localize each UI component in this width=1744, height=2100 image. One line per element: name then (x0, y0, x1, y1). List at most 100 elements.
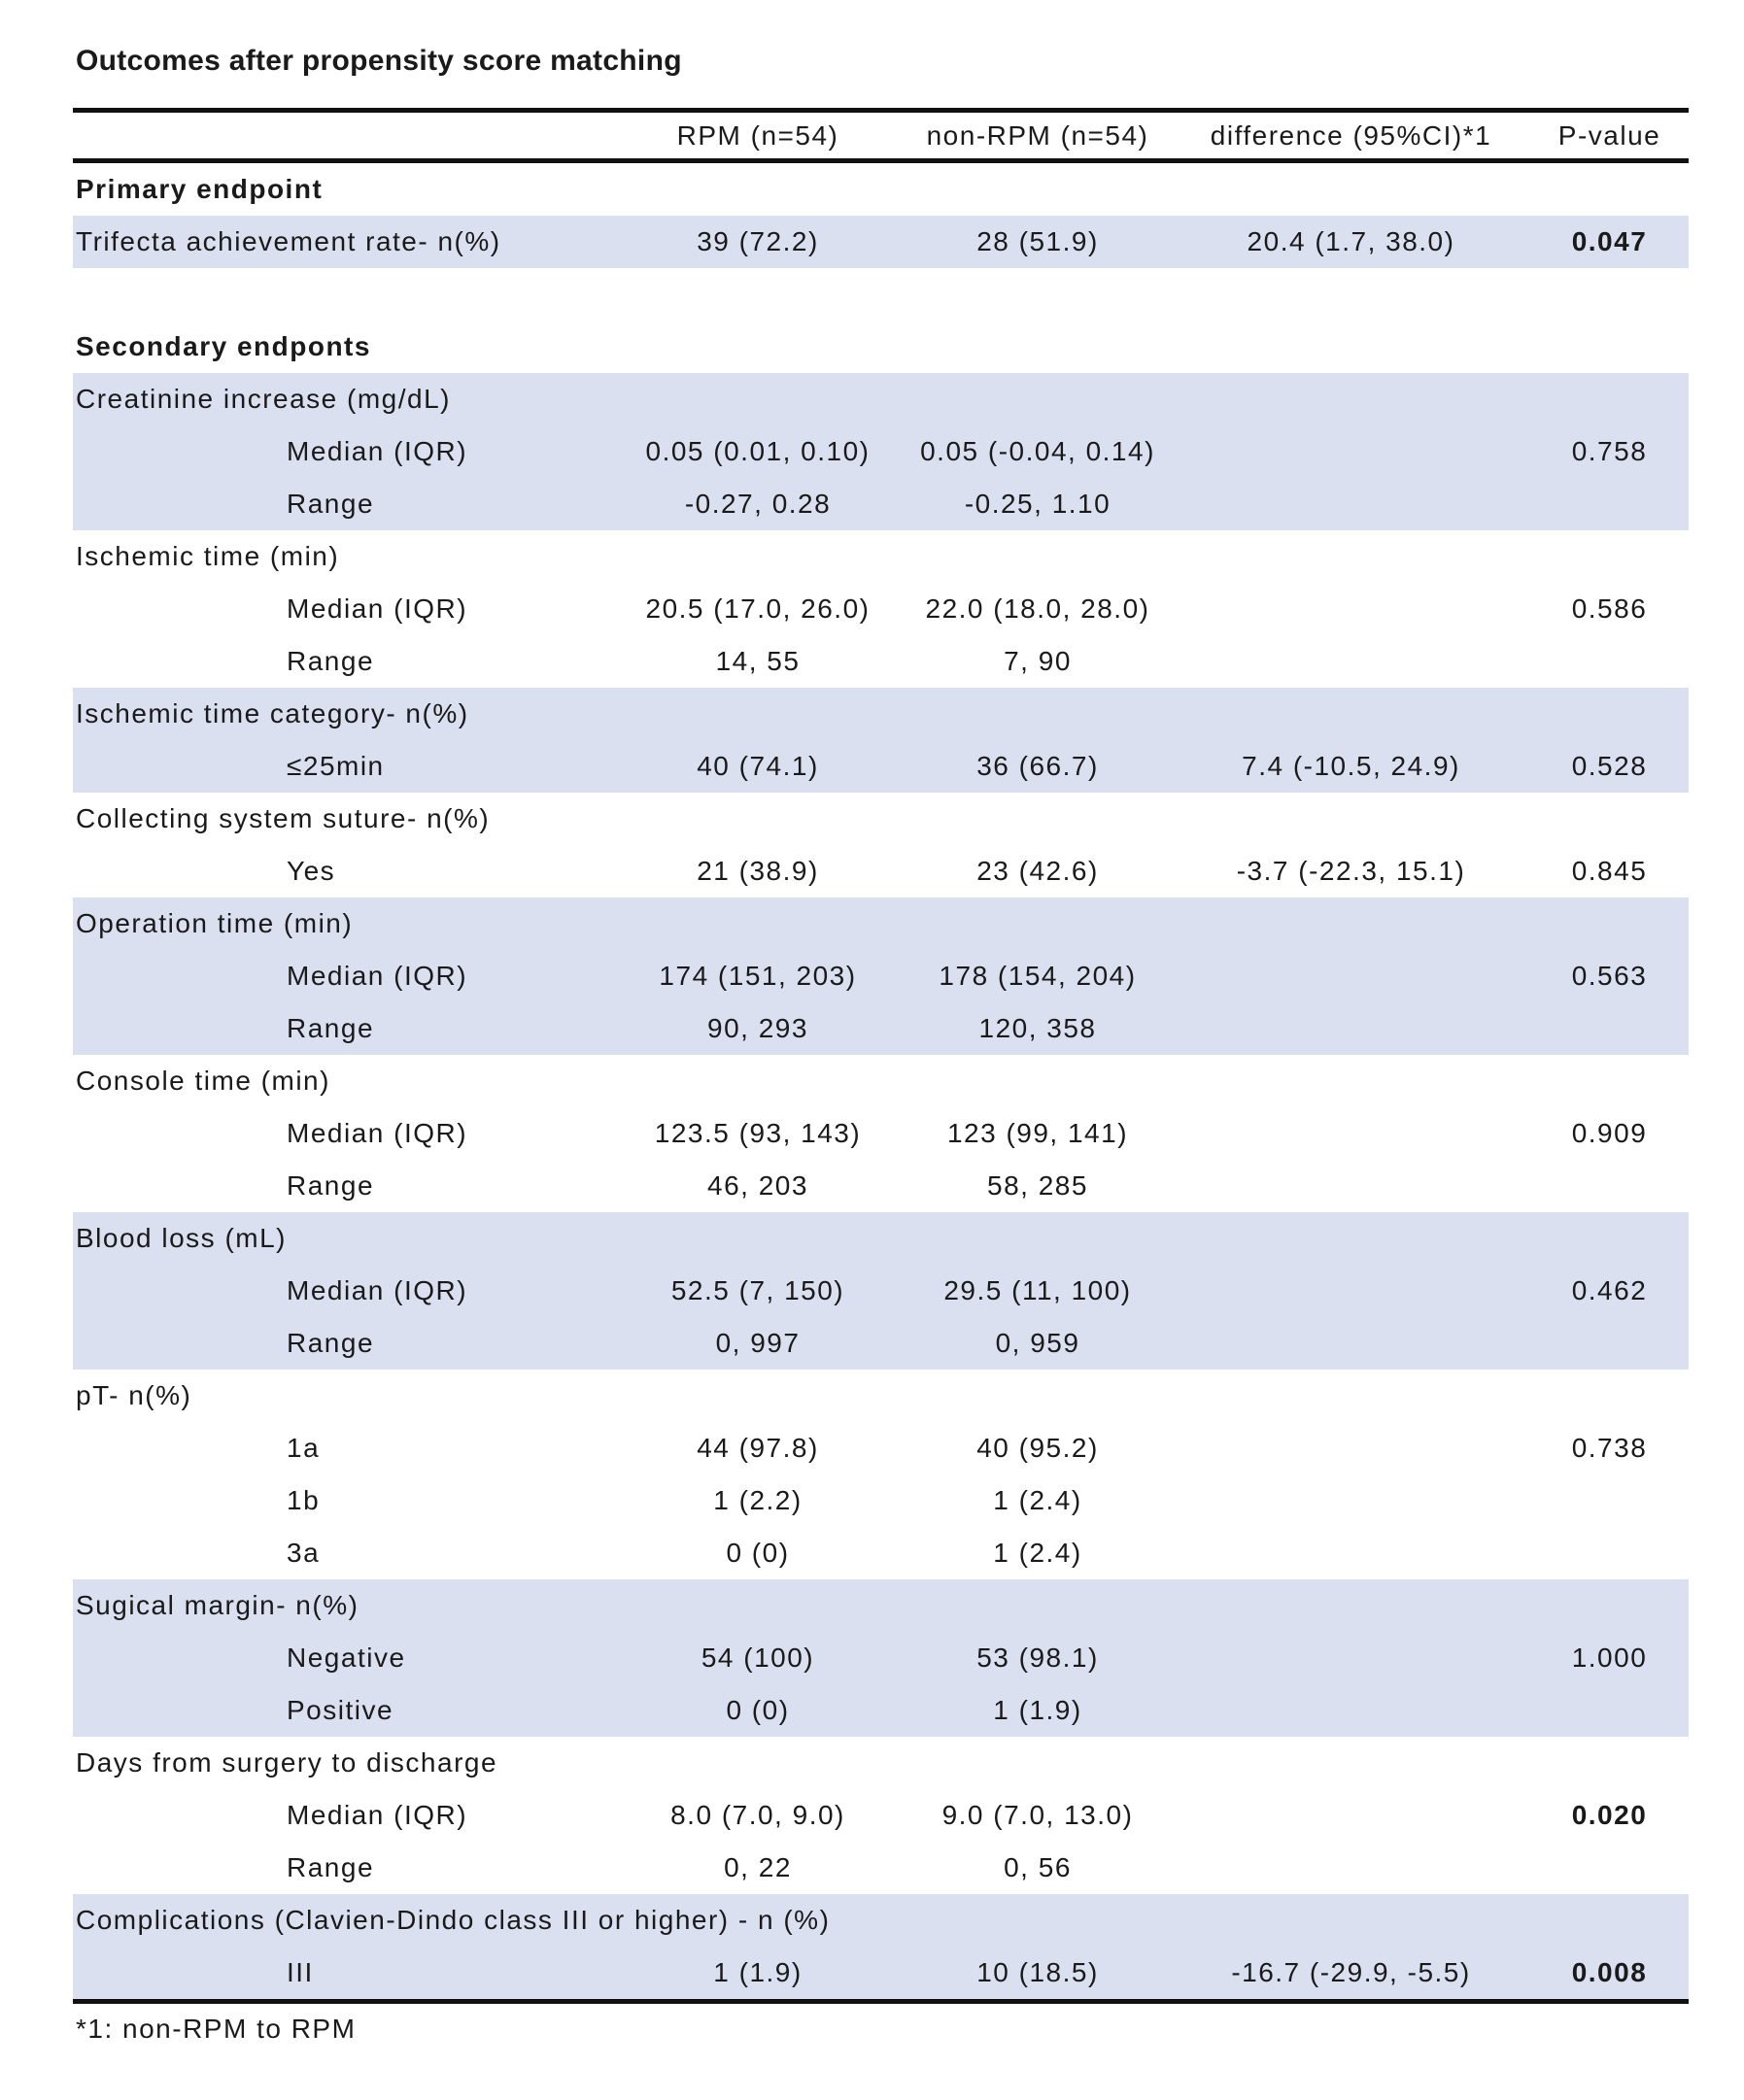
row-label: 1b (287, 1485, 321, 1515)
section-header-row: Blood loss (mL) (73, 1212, 1689, 1265)
row-label: Range (287, 646, 375, 676)
section-header-row: Console time (min) (73, 1055, 1689, 1107)
section-header-row: Sugical margin- n(%) (73, 1579, 1689, 1632)
section-header-label: Collecting system suture- n(%) (76, 803, 491, 833)
section-ischemic-time-category: Ischemic time category- n(%) ≤25min 40 (74… (73, 688, 1689, 793)
column-header-rpm: RPM (n=54) (676, 119, 839, 151)
difference-value: -3.7 (-22.3, 15.1) (1236, 856, 1466, 886)
p-value: 0.909 (1571, 1118, 1648, 1148)
data-row: Median (IQR) 8.0 (7.0, 9.0) 9.0 (7.0, 13.0… (73, 1789, 1689, 1842)
section-header-label: pT- n(%) (76, 1380, 192, 1410)
data-row: Trifecta achievement rate- n(%) 39 (72.2)… (73, 216, 1689, 268)
row-label: Range (287, 489, 375, 519)
data-row: ≤25min 40 (74.1) 36 (66.7) 7.4 (-10.5, 24.9… (73, 740, 1689, 793)
rpm-value: 46, 203 (707, 1170, 808, 1201)
non-rpm-value: 36 (66.7) (976, 751, 1099, 781)
section-operation-time: Operation time (min) Median (IQR) 174 (151… (73, 898, 1689, 1055)
section-header-label: Ischemic time (min) (76, 541, 340, 571)
section-console-time: Console time (min) Median (IQR) 123.5 (93,… (73, 1055, 1689, 1212)
row-label: Range (287, 1852, 375, 1882)
non-rpm-value: 58, 285 (987, 1170, 1088, 1201)
section-spacer-1 (73, 268, 1689, 321)
section-header-row: Days from surgery to discharge (73, 1737, 1689, 1789)
table-body: Primary endpoint Trifecta achievement rat… (73, 163, 1689, 1999)
section-complications: Complications (Clavien-Dindo class III o… (73, 1894, 1689, 1999)
difference-value: 20.4 (1.7, 38.0) (1247, 226, 1455, 256)
footnote: *1: non-RPM to RPM (76, 2014, 357, 2044)
rpm-value: 44 (97.8) (697, 1433, 819, 1463)
section-secondary-endpoints: Secondary endponts (73, 321, 1689, 373)
p-value: 0.738 (1571, 1433, 1648, 1463)
section-header-row: Primary endpoint (73, 163, 1689, 216)
p-value: 0.563 (1571, 961, 1648, 991)
row-label: Median (IQR) (287, 961, 468, 991)
difference-value: 7.4 (-10.5, 24.9) (1242, 751, 1460, 781)
rpm-value: 0, 22 (724, 1852, 792, 1882)
row-label: Range (287, 1328, 375, 1358)
data-row: 1a 44 (97.8) 40 (95.2) 0.738 (73, 1422, 1689, 1474)
section-trifecta: Trifecta achievement rate- n(%) 39 (72.2)… (73, 216, 1689, 268)
rpm-value: 14, 55 (715, 646, 801, 676)
section-header-row: Creatinine increase (mg/dL) (73, 373, 1689, 425)
column-header-difference: difference (95%CI)*1 (1210, 119, 1492, 151)
non-rpm-value: 29.5 (11, 100) (943, 1275, 1132, 1305)
data-row: Median (IQR) 0.05 (0.01, 0.10) 0.05 (-0.04… (73, 425, 1689, 478)
row-label: Median (IQR) (287, 1118, 468, 1148)
rpm-value: 20.5 (17.0, 26.0) (645, 593, 871, 624)
data-row: Median (IQR) 174 (151, 203) 178 (154, 204)… (73, 950, 1689, 1002)
rpm-value: 39 (72.2) (697, 226, 819, 256)
data-row: 3a 0 (0) 1 (2.4) (73, 1527, 1689, 1579)
row-label: III (287, 1957, 314, 1987)
non-rpm-value: 1 (2.4) (993, 1538, 1082, 1568)
row-label: ≤25min (287, 751, 385, 781)
rpm-value: 0, 997 (715, 1328, 801, 1358)
data-row: III 1 (1.9) 10 (18.5) -16.7 (-29.9, -5.5) 0.… (73, 1947, 1689, 1999)
non-rpm-value: 22.0 (18.0, 28.0) (925, 593, 1150, 624)
rpm-value: 1 (1.9) (713, 1957, 803, 1987)
header-rule (73, 158, 1689, 163)
section-header-row: Ischemic time category- n(%) (73, 688, 1689, 740)
column-header-non-rpm: non-RPM (n=54) (926, 119, 1149, 151)
section-header-label: Ischemic time category- n(%) (76, 698, 469, 728)
section-header-row: pT- n(%) (73, 1370, 1689, 1422)
data-row: Range 0, 22 0, 56 (73, 1842, 1689, 1894)
section-primary-endpoint: Primary endpoint (73, 163, 1689, 216)
page-title: Outcomes after propensity score matching (76, 45, 682, 77)
section-header-label: Creatinine increase (mg/dL) (76, 384, 451, 414)
rpm-value: 40 (74.1) (697, 751, 819, 781)
top-rule (73, 108, 1689, 113)
row-label: Median (IQR) (287, 1275, 468, 1305)
section-header-label: Days from surgery to discharge (76, 1747, 498, 1778)
section-header-row: Operation time (min) (73, 898, 1689, 950)
non-rpm-value: 120, 358 (978, 1013, 1097, 1043)
section-header-row: Ischemic time (min) (73, 530, 1689, 583)
row-label: Positive (287, 1695, 394, 1725)
data-row: Negative 54 (100) 53 (98.1) 1.000 (73, 1632, 1689, 1684)
rpm-value: 54 (100) (701, 1643, 815, 1673)
non-rpm-value: 1 (1.9) (993, 1695, 1082, 1725)
rpm-value: 1 (2.2) (713, 1485, 803, 1515)
non-rpm-value: 7, 90 (1004, 646, 1072, 676)
section-header-label: Secondary endponts (76, 331, 371, 361)
p-value: 0.020 (1571, 1800, 1648, 1830)
data-row: Range 0, 997 0, 959 (73, 1317, 1689, 1370)
column-header-row: RPM (n=54) non-RPM (n=54) difference (95… (73, 113, 1689, 158)
non-rpm-value: 10 (18.5) (976, 1957, 1099, 1987)
row-label: Median (IQR) (287, 593, 468, 624)
rpm-value: 174 (151, 203) (659, 961, 857, 991)
section-header-row: Collecting system suture- n(%) (73, 793, 1689, 845)
section-blood-loss: Blood loss (mL) Median (IQR) 52.5 (7, 150)… (73, 1212, 1689, 1370)
rpm-value: 52.5 (7, 150) (670, 1275, 845, 1305)
non-rpm-value: 9.0 (7.0, 13.0) (941, 1800, 1134, 1830)
data-row: Range 14, 55 7, 90 (73, 635, 1689, 688)
rpm-value: 0.05 (0.01, 0.10) (645, 436, 871, 466)
difference-value: -16.7 (-29.9, -5.5) (1231, 1957, 1471, 1987)
rpm-value: 21 (38.9) (697, 856, 819, 886)
column-header-p-value: P-value (1557, 119, 1661, 151)
rpm-value: 90, 293 (707, 1013, 808, 1043)
row-label: Range (287, 1013, 375, 1043)
non-rpm-value: 123 (99, 141) (946, 1118, 1129, 1148)
section-header-label: Operation time (min) (76, 908, 354, 938)
row-label: Median (IQR) (287, 1800, 468, 1830)
rpm-value: -0.27, 0.28 (684, 489, 832, 519)
